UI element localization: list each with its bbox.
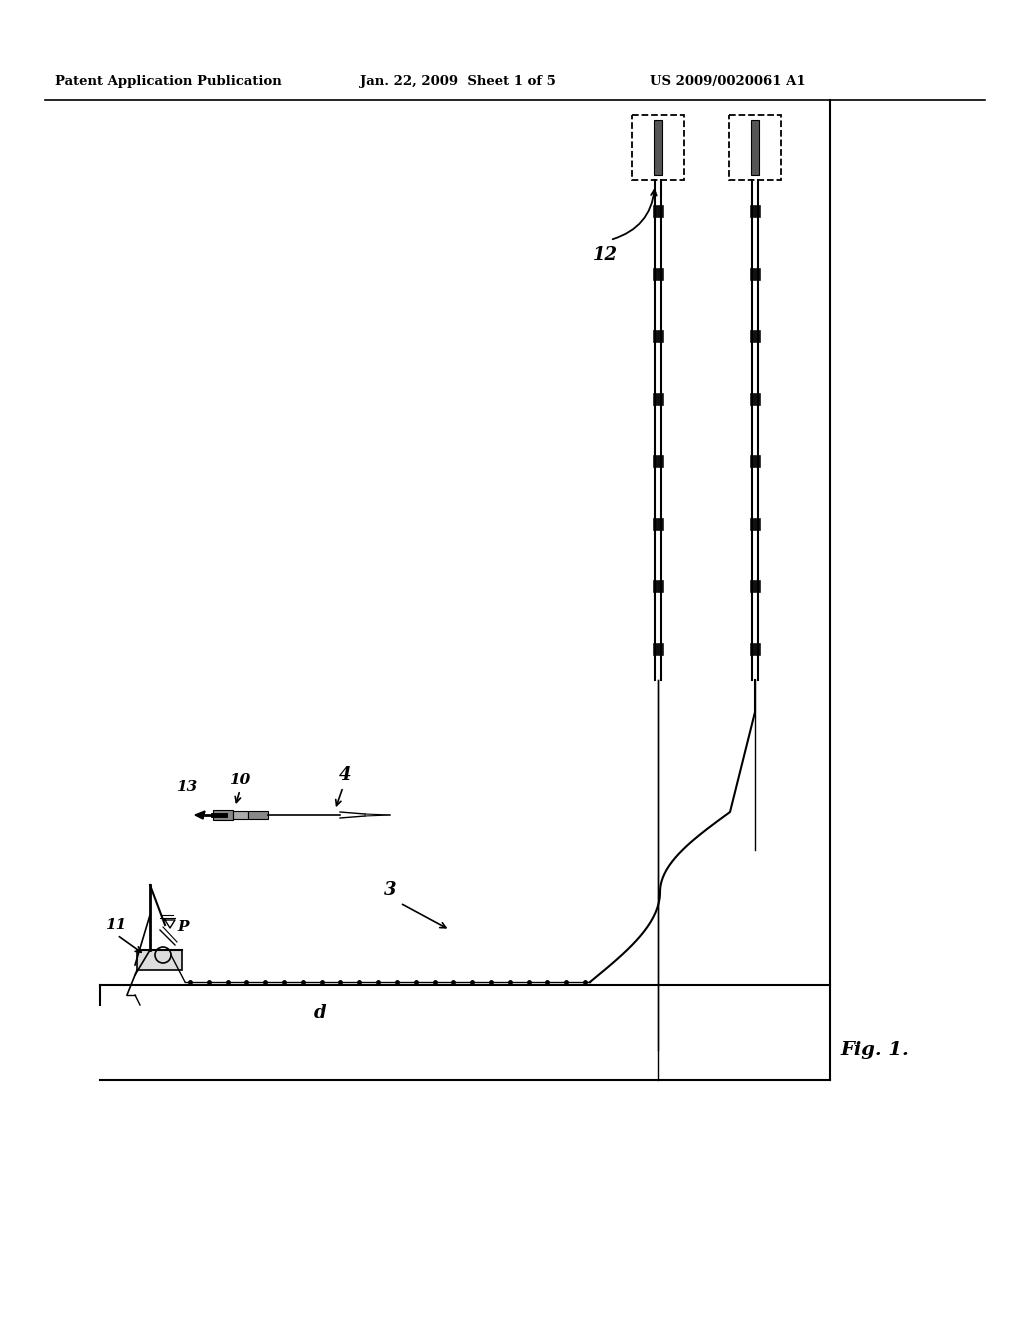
Bar (750, 581, 760, 593)
Text: 12: 12 (593, 246, 617, 264)
Text: d: d (313, 1005, 327, 1022)
Text: 3: 3 (384, 880, 396, 899)
Bar (750, 205, 760, 218)
Text: Jan. 22, 2009  Sheet 1 of 5: Jan. 22, 2009 Sheet 1 of 5 (360, 75, 556, 88)
Text: US 2009/0020061 A1: US 2009/0020061 A1 (650, 75, 806, 88)
Text: 13: 13 (176, 780, 198, 795)
Bar (653, 581, 663, 593)
Bar (653, 330, 663, 342)
Bar (233, 810, 248, 818)
Bar (137, 950, 182, 970)
Text: 10: 10 (229, 774, 251, 787)
Bar (750, 643, 760, 655)
Text: 11: 11 (105, 917, 126, 932)
Bar (653, 205, 663, 218)
Text: P: P (177, 920, 188, 935)
Bar (750, 330, 760, 342)
Bar (653, 517, 663, 529)
Bar (750, 517, 760, 529)
Bar (750, 268, 760, 280)
Text: 4: 4 (339, 766, 351, 784)
Bar (729, 115, 781, 180)
Bar (653, 643, 663, 655)
Bar (654, 120, 662, 176)
Bar (248, 810, 268, 818)
Bar (750, 455, 760, 467)
Polygon shape (195, 810, 205, 818)
Text: Patent Application Publication: Patent Application Publication (55, 75, 282, 88)
Bar (653, 268, 663, 280)
Bar (653, 455, 663, 467)
Text: Fig. 1.: Fig. 1. (840, 1041, 908, 1059)
Bar (213, 810, 233, 820)
Bar (750, 393, 760, 405)
Bar (653, 393, 663, 405)
Bar (751, 120, 759, 176)
Bar (632, 115, 684, 180)
